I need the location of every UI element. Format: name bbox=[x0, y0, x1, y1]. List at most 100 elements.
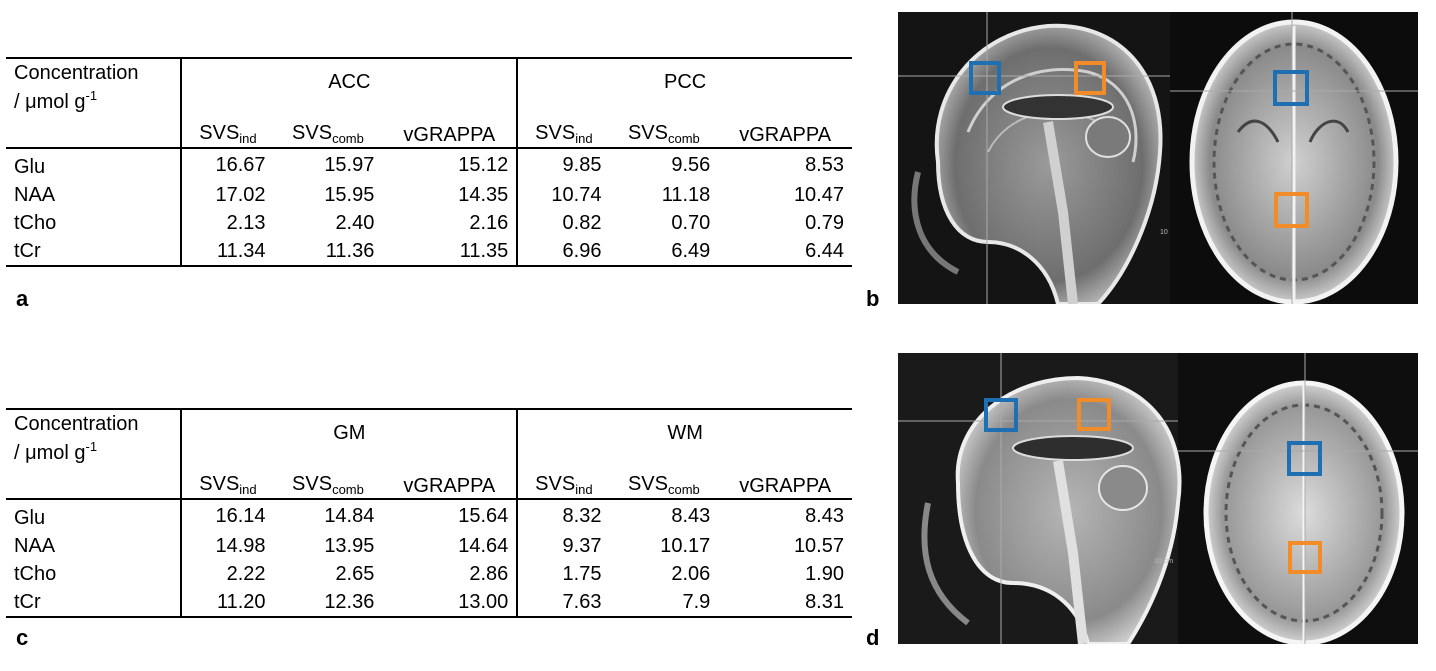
table-row: Glu 16.67 15.97 15.12 9.85 9.56 8.53 bbox=[6, 148, 852, 181]
table-row: tCr 11.34 11.36 11.35 6.96 6.49 6.44 bbox=[6, 237, 852, 266]
value-cell: 14.84 bbox=[274, 499, 383, 532]
metabolite-label: tCr bbox=[6, 588, 181, 617]
value-cell: 8.53 bbox=[718, 148, 852, 181]
table-row: tCho 2.13 2.40 2.16 0.82 0.70 0.79 bbox=[6, 209, 852, 237]
mri-figure-d: 10 cm bbox=[898, 353, 1418, 644]
value-cell: 13.95 bbox=[274, 532, 383, 560]
value-cell: 1.75 bbox=[517, 560, 609, 588]
value-cell: 9.37 bbox=[517, 532, 609, 560]
value-cell: 0.70 bbox=[609, 209, 718, 237]
panel-label-c: c bbox=[16, 625, 28, 651]
value-cell: 15.95 bbox=[274, 181, 383, 209]
value-cell: 11.36 bbox=[274, 237, 383, 266]
metabolite-label: Glu bbox=[6, 148, 181, 181]
group-header-1: ACC bbox=[181, 58, 517, 105]
value-cell: 14.35 bbox=[382, 181, 517, 209]
subheader-cell: SVScomb bbox=[274, 105, 383, 148]
panel-label-a: a bbox=[16, 286, 28, 312]
value-cell: 1.90 bbox=[718, 560, 852, 588]
value-cell: 2.06 bbox=[609, 560, 718, 588]
table-row: Glu 16.14 14.84 15.64 8.32 8.43 8.43 bbox=[6, 499, 852, 532]
axial-brain-b bbox=[1192, 22, 1396, 302]
value-cell: 17.02 bbox=[181, 181, 273, 209]
axial-brain-d bbox=[1206, 383, 1402, 643]
row-header: Concentration / μmol g-1 bbox=[6, 409, 181, 499]
table-row: tCr 11.20 12.36 13.00 7.63 7.9 8.31 bbox=[6, 588, 852, 617]
value-cell: 9.85 bbox=[517, 148, 609, 181]
value-cell: 11.34 bbox=[181, 237, 273, 266]
value-cell: 2.86 bbox=[382, 560, 517, 588]
row-header: Concentration / μmol g-1 bbox=[6, 58, 181, 148]
value-cell: 2.13 bbox=[181, 209, 273, 237]
mri-image-b: 10 bbox=[898, 12, 1418, 304]
value-cell: 11.18 bbox=[609, 181, 718, 209]
panel-label-b: b bbox=[866, 286, 879, 312]
metabolite-label: NAA bbox=[6, 181, 181, 209]
subheader-cell: vGRAPPA bbox=[718, 456, 852, 499]
row-header-line2: / μmol g bbox=[14, 442, 86, 464]
table-row: NAA 14.98 13.95 14.64 9.37 10.17 10.57 bbox=[6, 532, 852, 560]
subheader-cell: vGRAPPA bbox=[382, 456, 517, 499]
value-cell: 7.63 bbox=[517, 588, 609, 617]
value-cell: 10.47 bbox=[718, 181, 852, 209]
row-header-exponent: -1 bbox=[86, 439, 98, 454]
value-cell: 14.98 bbox=[181, 532, 273, 560]
value-cell: 2.65 bbox=[274, 560, 383, 588]
metabolite-label: Glu bbox=[6, 499, 181, 532]
subheader-cell: SVScomb bbox=[274, 456, 383, 499]
value-cell: 12.36 bbox=[274, 588, 383, 617]
subheader-cell: SVScomb bbox=[609, 456, 718, 499]
value-cell: 0.82 bbox=[517, 209, 609, 237]
value-cell: 11.20 bbox=[181, 588, 273, 617]
value-cell: 6.44 bbox=[718, 237, 852, 266]
value-cell: 8.32 bbox=[517, 499, 609, 532]
value-cell: 8.31 bbox=[718, 588, 852, 617]
value-cell: 0.79 bbox=[718, 209, 852, 237]
value-cell: 7.9 bbox=[609, 588, 718, 617]
subheader-cell: SVSind bbox=[517, 105, 609, 148]
metabolite-label: NAA bbox=[6, 532, 181, 560]
metabolite-label: tCho bbox=[6, 560, 181, 588]
row-header-exponent: -1 bbox=[86, 88, 98, 103]
value-cell: 8.43 bbox=[718, 499, 852, 532]
table-row: NAA 17.02 15.95 14.35 10.74 11.18 10.47 bbox=[6, 181, 852, 209]
metabolite-label: tCr bbox=[6, 237, 181, 266]
row-header-line1: Concentration bbox=[14, 413, 139, 435]
subheader-cell: vGRAPPA bbox=[382, 105, 517, 148]
subheader-cell: SVScomb bbox=[609, 105, 718, 148]
value-cell: 2.22 bbox=[181, 560, 273, 588]
value-cell: 2.40 bbox=[274, 209, 383, 237]
value-cell: 10.57 bbox=[718, 532, 852, 560]
group-header-1: GM bbox=[181, 409, 517, 456]
subheader-cell: vGRAPPA bbox=[718, 105, 852, 148]
value-cell: 6.49 bbox=[609, 237, 718, 266]
value-cell: 13.00 bbox=[382, 588, 517, 617]
mri-figure-b: 10 bbox=[898, 12, 1418, 304]
value-cell: 6.96 bbox=[517, 237, 609, 266]
value-cell: 11.35 bbox=[382, 237, 517, 266]
value-cell: 9.56 bbox=[609, 148, 718, 181]
row-header-line2: / μmol g bbox=[14, 91, 86, 113]
subheader-cell: SVSind bbox=[181, 456, 273, 499]
table-c: Concentration / μmol g-1 GM WM SVSind SV… bbox=[6, 408, 852, 618]
value-cell: 15.64 bbox=[382, 499, 517, 532]
value-cell: 10.74 bbox=[517, 181, 609, 209]
table-row: tCho 2.22 2.65 2.86 1.75 2.06 1.90 bbox=[6, 560, 852, 588]
value-cell: 2.16 bbox=[382, 209, 517, 237]
value-cell: 10.17 bbox=[609, 532, 718, 560]
table-a: Concentration / μmol g-1 ACC PCC SVSind … bbox=[6, 57, 852, 267]
panel-label-d: d bbox=[866, 625, 879, 651]
value-cell: 8.43 bbox=[609, 499, 718, 532]
subheader-cell: SVSind bbox=[517, 456, 609, 499]
value-cell: 16.14 bbox=[181, 499, 273, 532]
value-cell: 16.67 bbox=[181, 148, 273, 181]
row-header-line1: Concentration bbox=[14, 62, 139, 84]
value-cell: 15.97 bbox=[274, 148, 383, 181]
scale-label: 10 cm bbox=[1154, 558, 1173, 565]
value-cell: 14.64 bbox=[382, 532, 517, 560]
value-cell: 15.12 bbox=[382, 148, 517, 181]
scale-label: 10 bbox=[1160, 229, 1168, 236]
mri-image-d: 10 cm bbox=[898, 353, 1418, 644]
subheader-cell: SVSind bbox=[181, 105, 273, 148]
group-header-2: PCC bbox=[517, 58, 852, 105]
